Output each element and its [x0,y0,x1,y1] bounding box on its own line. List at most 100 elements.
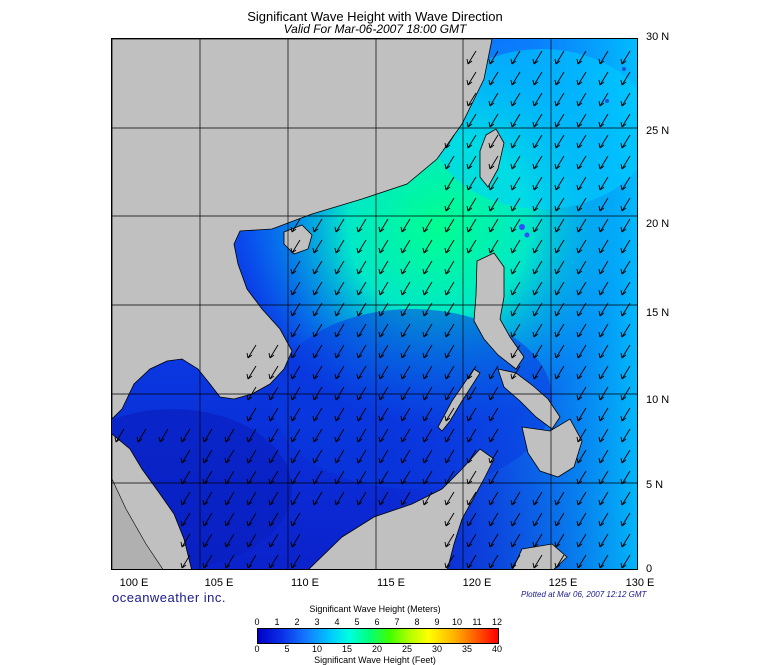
wave-direction-arrow [312,323,323,338]
feet-tick: 5 [284,644,290,654]
wave-direction-arrow [268,470,279,485]
wave-direction-arrow [180,533,191,548]
wave-direction-arrow [444,323,455,338]
wave-direction-arrow [466,71,477,86]
wave-direction-arrow [576,134,587,149]
wave-direction-arrow [466,470,477,485]
wave-direction-arrow [444,218,455,233]
wave-direction-arrow [510,134,521,149]
wave-direction-arrow [576,260,587,275]
wave-direction-arrow [466,92,477,107]
wave-direction-arrow [576,407,587,422]
land-taiwan [479,128,505,188]
wave-direction-arrow [334,239,345,254]
wave-direction-arrow [422,344,433,359]
wave-direction-arrow [510,71,521,86]
wave-direction-arrow [554,260,565,275]
wave-direction-arrow [620,428,631,443]
wave-direction-arrow [444,491,455,506]
wave-direction-arrow [400,239,411,254]
wave-direction-arrow [576,428,587,443]
wave-direction-arrow [466,365,477,380]
wave-direction-arrow [378,449,389,464]
meters-tick: 5 [354,617,360,627]
wave-direction-arrow [246,428,257,443]
wave-direction-arrow [554,512,565,527]
wave-direction-arrow [422,491,433,506]
wave-direction-arrow [400,386,411,401]
wave-direction-arrow [510,344,521,359]
wave-direction-arrow [576,470,587,485]
wave-direction-arrow [334,323,345,338]
lat-label-15n: 15 N [646,307,670,319]
wave-direction-arrow [422,239,433,254]
wave-direction-arrow [312,428,323,443]
lat-label-20n: 20 N [646,218,670,230]
wave-direction-arrow [510,323,521,338]
wave-direction-arrow [510,554,521,569]
wave-direction-arrow [444,176,455,191]
wave-direction-arrow [488,407,499,422]
wave-direction-arrow [466,449,477,464]
wave-direction-arrow [598,386,609,401]
wave-direction-arrow [268,512,279,527]
wave-direction-arrow [290,344,301,359]
wave-direction-arrow [598,197,609,212]
plotted-timestamp: Plotted at Mar 06, 2007 12:12 GMT [521,590,647,599]
wave-direction-arrow [510,50,521,65]
wave-direction-arrow [246,533,257,548]
wave-direction-arrow [510,176,521,191]
wave-direction-arrow [598,323,609,338]
wave-direction-arrow [202,554,213,569]
wave-direction-arrow [334,281,345,296]
wave-direction-arrow [532,323,543,338]
wave-direction-arrow [598,302,609,317]
wave-direction-arrow [488,386,499,401]
wave-direction-arrow [312,239,323,254]
wave-direction-arrow [444,239,455,254]
wave-direction-arrow [400,470,411,485]
wave-direction-arrow [576,197,587,212]
wave-direction-arrow [290,302,301,317]
wave-direction-arrow [510,155,521,170]
wave-direction-arrow [290,428,301,443]
wave-direction-arrow [466,554,477,569]
wave-direction-arrow [422,428,433,443]
wave-direction-arrow [466,407,477,422]
wave-direction-arrow [290,260,301,275]
wave-direction-arrow [620,218,631,233]
wave-direction-arrow [510,302,521,317]
meters-tick: 0 [254,617,260,627]
wave-direction-arrow [136,428,147,443]
lon-label-100e: 100 E [119,577,149,589]
wave-direction-arrow [598,281,609,296]
wave-direction-arrow [510,260,521,275]
lat-label-25n: 25 N [646,125,670,137]
wave-direction-arrow [620,323,631,338]
wave-direction-arrow [554,554,565,569]
wave-direction-arrow [488,176,499,191]
wave-direction-arrow [488,365,499,380]
wave-direction-arrow [532,260,543,275]
wave-direction-arrow [224,491,235,506]
wave-direction-arrow [620,281,631,296]
wave-direction-arrow [202,491,213,506]
wave-direction-arrow [422,302,433,317]
wave-direction-arrow [598,344,609,359]
wave-direction-arrow [598,92,609,107]
wave-direction-arrow [598,491,609,506]
lon-label-105e: 105 E [204,577,234,589]
wave-direction-arrow [620,260,631,275]
wave-direction-arrow [598,533,609,548]
wave-direction-arrow [466,155,477,170]
wave-direction-arrow [246,344,257,359]
wave-direction-arrow [532,197,543,212]
wave-direction-arrow [290,407,301,422]
wave-direction-arrow [422,386,433,401]
wave-direction-arrow [554,218,565,233]
wave-direction-arrow [620,344,631,359]
wave-direction-arrow [356,428,367,443]
wave-direction-arrow [488,134,499,149]
wave-direction-arrow [510,512,521,527]
wave-direction-arrow [444,449,455,464]
